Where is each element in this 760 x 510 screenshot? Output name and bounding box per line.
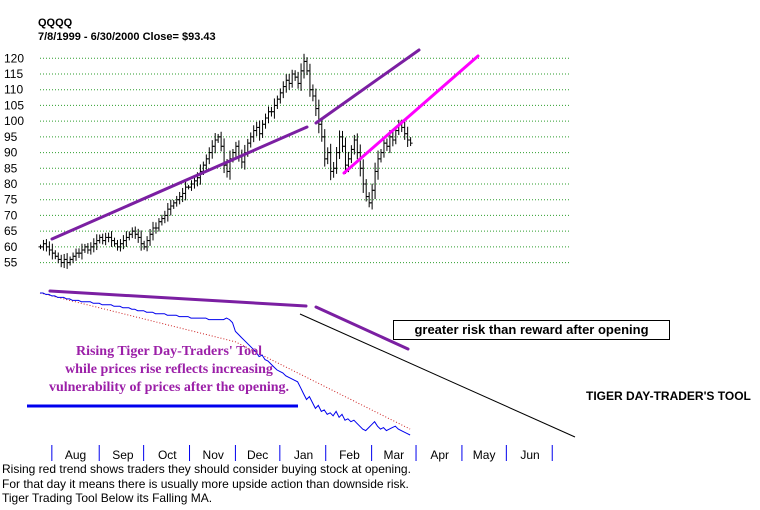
- y-tick-label: 70: [4, 208, 18, 222]
- tool-label: TIGER DAY-TRADER'S TOOL: [586, 389, 751, 403]
- note-line-1: Rising Tiger Day-Traders' Tool: [75, 344, 263, 359]
- y-tick-label: 110: [4, 83, 23, 97]
- y-tick-label: 55: [4, 256, 18, 270]
- y-tick-label: 95: [4, 130, 18, 144]
- month-label: Jun: [520, 448, 539, 462]
- ticker-title: QQQQ: [38, 17, 73, 29]
- bottom-note-3: Tiger Trading Tool Below its Falling MA.: [2, 491, 213, 505]
- month-label: Oct: [158, 448, 177, 462]
- bottom-note-2: For that day it means there is usually m…: [2, 477, 409, 491]
- y-tick-label: 105: [4, 98, 24, 112]
- y-tick-label: 85: [4, 161, 18, 175]
- month-label: May: [473, 448, 496, 462]
- indicator-trendline-2: [314, 305, 410, 351]
- indicator-falling-trend: [299, 313, 576, 438]
- month-label: Jan: [294, 448, 313, 462]
- y-tick-label: 65: [4, 224, 18, 238]
- y-tick-label: 75: [4, 193, 18, 207]
- y-tick-label: 90: [4, 146, 18, 160]
- price-trendline-2: [314, 48, 421, 125]
- y-tick-label: 115: [4, 67, 23, 81]
- note-line-3: vulnerability of prices after the openin…: [48, 380, 290, 395]
- month-label: Aug: [65, 448, 86, 462]
- month-label: Feb: [339, 448, 360, 462]
- date-range-close: 7/8/1999 - 6/30/2000 Close= $93.43: [38, 31, 216, 43]
- note-line-2: while prices rise reflects increasing: [65, 362, 273, 377]
- month-label: Apr: [430, 448, 449, 462]
- bottom-note-1: Rising red trend shows traders they shou…: [2, 462, 411, 476]
- indicator-trendline-1: [48, 289, 308, 308]
- risk-callout: greater risk than reward after opening: [393, 320, 670, 340]
- month-label: Nov: [203, 448, 224, 462]
- month-label: Dec: [247, 448, 268, 462]
- indicator-moving-average: [39, 292, 411, 430]
- y-tick-label: 80: [4, 177, 18, 191]
- price-trendline-1: [50, 125, 309, 241]
- month-label: Mar: [383, 448, 404, 462]
- tiger-indicator-line: [40, 292, 411, 436]
- y-tick-label: 120: [4, 51, 24, 65]
- price-support-line: [342, 54, 480, 175]
- y-tick-label: 100: [4, 114, 24, 128]
- month-label: Sep: [112, 448, 134, 462]
- y-tick-label: 60: [4, 240, 18, 254]
